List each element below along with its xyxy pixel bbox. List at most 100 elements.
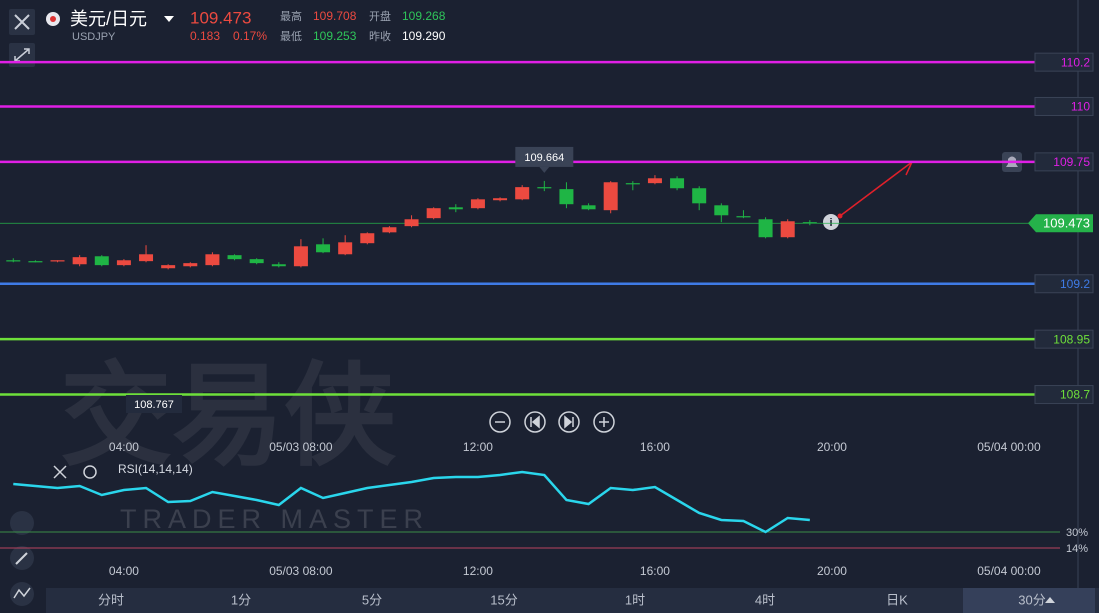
timeframe-tab[interactable]: 15分 [490,592,517,607]
x-tick-label: 05/04 00:00 [977,564,1041,578]
scroll-start-icon [530,415,540,429]
level-tag [1034,96,1094,116]
candle-body [581,205,596,210]
price-change: 0.183 [190,29,220,43]
candle-body [537,187,552,189]
symbol-code: USDJPY [72,31,116,43]
x-tick-label: 20:00 [817,564,847,578]
candle-body [758,219,773,238]
low-annotation: 108.767 [134,399,174,411]
timeframe-tab[interactable]: 分时 [98,592,124,607]
indicator-button[interactable] [10,511,34,535]
watermark-en: TRADER MASTER [120,504,429,534]
candle-body [316,244,331,253]
candle-body [692,188,707,204]
close-icon [14,14,30,30]
candle-body [736,216,751,218]
x-tick-label: 05/03 08:00 [269,564,333,578]
prev-close-label: 昨收 [369,29,391,43]
scroll-start[interactable] [524,411,546,433]
x-tick-label: 16:00 [640,564,670,578]
level-label: 108.95 [1053,332,1090,346]
timeframe-tab[interactable]: 1分 [231,592,251,607]
candle-body [670,178,685,189]
zoom-in-icon [599,417,609,427]
high-annotation-pointer [539,166,550,173]
x-tick-label: 16:00 [640,440,670,454]
timeframe-tab[interactable]: 30分 [1018,592,1045,607]
timeframe-tab[interactable]: 4时 [755,592,775,607]
info-icon[interactable] [823,214,839,230]
prev-close-value: 109.290 [402,29,446,43]
low-annotation-box [126,395,182,413]
x-tick-label: 20:00 [817,440,847,454]
candle-body [515,187,530,200]
timeframe-tab[interactable]: 1时 [625,592,645,607]
timeframe-tab[interactable]: 5分 [362,592,382,607]
timeframe-tab[interactable]: 日K [886,592,908,607]
rsi-line [13,470,810,534]
open-value: 109.268 [402,9,446,23]
candle-body [714,205,729,216]
candle-body [426,208,441,219]
open-label: 开盘 [369,9,391,23]
candle-body [161,265,176,269]
symbol-dropdown[interactable] [164,16,174,22]
scroll-end-icon [564,415,574,429]
price-change-pct: 0.17% [233,29,267,43]
candle-body [293,246,308,267]
candle-body [183,263,198,267]
x-tick-label: 12:00 [463,440,493,454]
rsi-title: RSI(14,14,14) [118,462,193,476]
candle-body [28,261,43,263]
x-tick-label: 05/03 08:00 [269,440,333,454]
tab-bar [46,588,1099,613]
candle-body [6,260,21,262]
candle-body [50,260,65,262]
level-label: 108.7 [1060,388,1090,402]
rsi-level-label: 30% [1066,527,1088,539]
last-price-label: 109.473 [1043,216,1090,231]
compare-icon [13,587,31,599]
level-tag [1034,274,1094,294]
candle-body [72,257,87,265]
candle-body [802,222,817,224]
arrow-handle[interactable] [837,213,843,219]
draw-icon [15,552,28,565]
level-label: 109.2 [1060,277,1090,291]
level-label: 110.2 [1061,55,1090,69]
candle-body [647,178,662,184]
candle-body [139,254,154,262]
zoom-controls [489,411,615,433]
scroll-end[interactable] [558,411,580,433]
low-value: 109.253 [313,29,357,43]
flag-dot [50,16,56,22]
candle-body [493,198,508,201]
zoom-out[interactable] [489,411,511,433]
rsi-close[interactable] [53,465,67,479]
candle-body [338,242,353,255]
level-tag [1034,152,1094,172]
candle-body [448,207,463,210]
zoom-in[interactable] [593,411,615,433]
marks: 分时 1分 5分 15分 1时 4时 日K 30分 04:00 05/03 08:00 12:00 1… [0,52,1094,607]
watermark-cn: 交易侠 [60,354,397,479]
symbol-name[interactable]: 美元/日元 [70,9,147,29]
rsi-settings[interactable] [83,465,97,479]
x-tick-label: 04:00 [109,564,139,578]
x-tick-label: 04:00 [109,440,139,454]
candle-body [470,199,485,209]
candle-body [559,189,574,205]
candle-body [116,260,131,266]
candle-body [404,219,419,227]
level-tag [1034,385,1094,405]
candle-body [780,221,795,238]
high-annotation: 109.664 [524,152,564,164]
level-tag [1034,52,1094,72]
x-tick-label: 05/04 00:00 [977,440,1041,454]
high-value: 109.708 [313,9,357,23]
tab-caret[interactable] [1045,597,1055,603]
